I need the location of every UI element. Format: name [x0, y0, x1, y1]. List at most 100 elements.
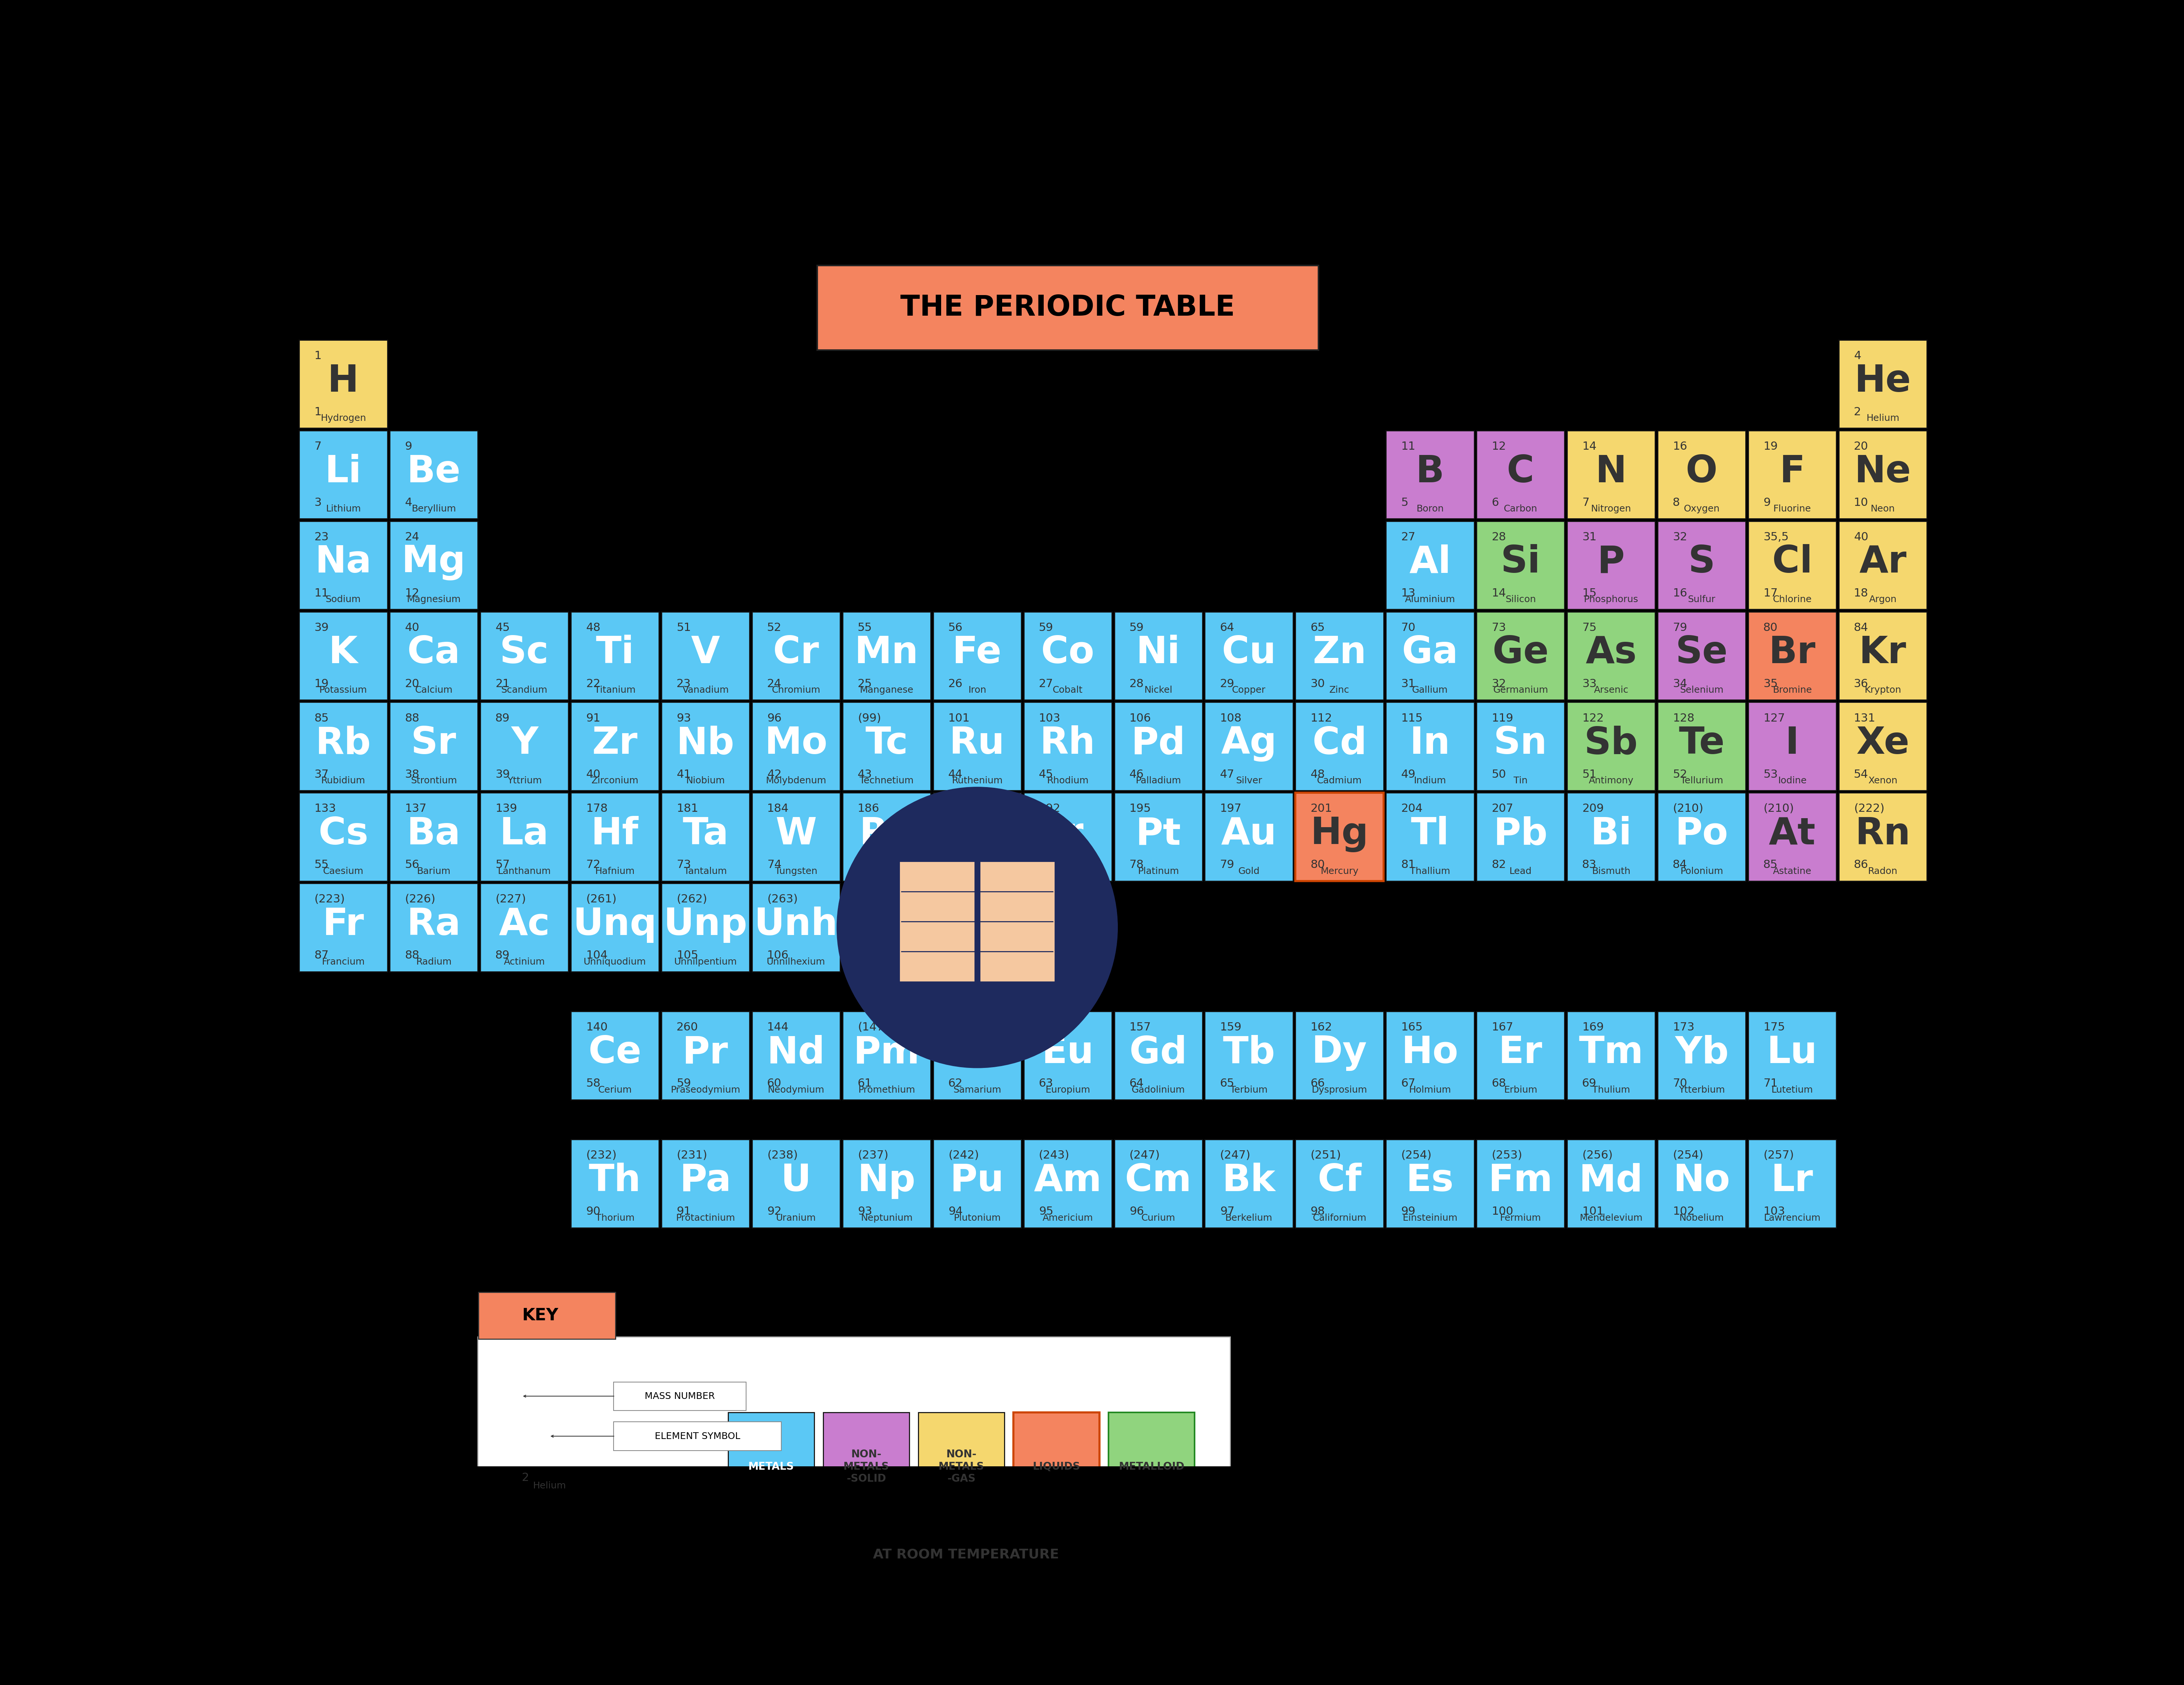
- Text: Erbium: Erbium: [1505, 1085, 1538, 1095]
- FancyBboxPatch shape: [1658, 430, 1745, 519]
- Text: 190: 190: [948, 804, 970, 814]
- FancyBboxPatch shape: [570, 1011, 660, 1100]
- Text: 21: 21: [496, 679, 509, 689]
- Text: Sodium: Sodium: [325, 595, 360, 603]
- Text: 139: 139: [496, 804, 518, 814]
- Text: 162: 162: [1310, 1023, 1332, 1033]
- Text: O: O: [1686, 453, 1717, 490]
- FancyBboxPatch shape: [1295, 1139, 1382, 1228]
- Text: 53: 53: [1762, 768, 1778, 780]
- Text: In: In: [1409, 726, 1450, 762]
- FancyBboxPatch shape: [1387, 1139, 1474, 1228]
- Text: Nd: Nd: [767, 1035, 826, 1072]
- Text: 7: 7: [314, 441, 321, 452]
- Text: 152: 152: [1040, 1023, 1061, 1033]
- Text: Chlorine: Chlorine: [1773, 595, 1813, 603]
- Text: Mo: Mo: [764, 726, 828, 762]
- Text: Beryllium: Beryllium: [411, 504, 456, 514]
- Text: 108: 108: [1221, 713, 1243, 723]
- Text: Gallium: Gallium: [1413, 686, 1448, 694]
- Text: Cs: Cs: [319, 816, 369, 853]
- Text: NON-
METALS
-SOLID: NON- METALS -SOLID: [843, 1449, 889, 1484]
- Text: Tellurium: Tellurium: [1679, 777, 1723, 785]
- Text: (226): (226): [404, 895, 435, 905]
- Text: 73: 73: [1492, 622, 1507, 634]
- Text: 140: 140: [585, 1023, 607, 1033]
- FancyBboxPatch shape: [900, 861, 974, 982]
- Text: Potassium: Potassium: [319, 686, 367, 694]
- Text: Strontium: Strontium: [411, 777, 456, 785]
- Text: Lanthanum: Lanthanum: [498, 866, 550, 876]
- Text: (210): (210): [1673, 804, 1704, 814]
- Text: THE PERIODIC TABLE: THE PERIODIC TABLE: [900, 293, 1234, 322]
- Text: 27: 27: [1040, 679, 1053, 689]
- Text: (223): (223): [314, 895, 345, 905]
- FancyBboxPatch shape: [480, 883, 568, 972]
- Text: Ta: Ta: [684, 816, 729, 853]
- Text: MASS NUMBER: MASS NUMBER: [644, 1392, 714, 1400]
- Text: 13: 13: [1402, 588, 1415, 598]
- Text: 52: 52: [767, 622, 782, 634]
- Text: 93: 93: [858, 1206, 871, 1217]
- FancyBboxPatch shape: [299, 703, 387, 790]
- Text: 112: 112: [1310, 713, 1332, 723]
- Text: Barium: Barium: [417, 866, 450, 876]
- Text: La: La: [500, 816, 548, 853]
- Text: Terbium: Terbium: [1230, 1085, 1267, 1095]
- Text: 23: 23: [677, 679, 690, 689]
- Text: Rb: Rb: [314, 726, 371, 762]
- Text: 167: 167: [1492, 1023, 1514, 1033]
- Text: Pm: Pm: [854, 1035, 919, 1072]
- Text: 23: 23: [314, 531, 330, 543]
- FancyBboxPatch shape: [751, 612, 841, 699]
- FancyBboxPatch shape: [981, 861, 1055, 982]
- Text: Hg: Hg: [1310, 816, 1369, 853]
- Text: Holmium: Holmium: [1409, 1085, 1450, 1095]
- FancyBboxPatch shape: [933, 1139, 1022, 1228]
- Text: Au: Au: [1221, 816, 1278, 853]
- Text: Vanadium: Vanadium: [681, 686, 729, 694]
- Text: 96: 96: [1129, 1206, 1144, 1217]
- Text: F: F: [1780, 453, 1804, 490]
- Text: He: He: [1854, 362, 1911, 399]
- Text: 24: 24: [767, 679, 782, 689]
- Text: 14: 14: [1492, 588, 1507, 598]
- Text: Unh: Unh: [753, 907, 839, 944]
- Text: Arsenic: Arsenic: [1594, 686, 1629, 694]
- Text: 128: 128: [1673, 713, 1695, 723]
- FancyBboxPatch shape: [751, 1011, 841, 1100]
- Text: Zn: Zn: [1313, 635, 1367, 671]
- FancyBboxPatch shape: [299, 612, 387, 699]
- Text: 38: 38: [404, 768, 419, 780]
- Text: 66: 66: [1310, 1078, 1326, 1089]
- Text: 27: 27: [1402, 531, 1415, 543]
- Text: 207: 207: [1492, 804, 1514, 814]
- FancyBboxPatch shape: [1568, 1139, 1655, 1228]
- Text: (238): (238): [767, 1151, 797, 1161]
- FancyBboxPatch shape: [843, 1011, 930, 1100]
- Text: Ag: Ag: [1221, 726, 1278, 762]
- Text: Neodymium: Neodymium: [769, 1085, 826, 1095]
- Text: NAME: NAME: [579, 1527, 605, 1535]
- Text: 78: 78: [1129, 859, 1144, 871]
- FancyBboxPatch shape: [662, 883, 749, 972]
- FancyBboxPatch shape: [1476, 521, 1564, 610]
- Text: 100: 100: [1492, 1206, 1514, 1217]
- FancyBboxPatch shape: [1658, 612, 1745, 699]
- Text: Nobelium: Nobelium: [1679, 1213, 1723, 1223]
- Text: Calcium: Calcium: [415, 686, 452, 694]
- FancyBboxPatch shape: [1387, 612, 1474, 699]
- Text: Unq: Unq: [572, 907, 657, 944]
- Text: Bromine: Bromine: [1773, 686, 1813, 694]
- Text: Mercury: Mercury: [1321, 866, 1358, 876]
- Text: Argon: Argon: [1870, 595, 1896, 603]
- Text: Co: Co: [1042, 635, 1094, 671]
- Text: Helium: Helium: [1867, 415, 1900, 423]
- Text: Fr: Fr: [323, 907, 365, 944]
- Text: Es: Es: [1406, 1163, 1455, 1200]
- Text: Li: Li: [325, 453, 363, 490]
- Text: 68: 68: [1492, 1078, 1507, 1089]
- Text: Ra: Ra: [406, 907, 461, 944]
- Text: Sc: Sc: [500, 635, 548, 671]
- Text: Einsteinium: Einsteinium: [1402, 1213, 1457, 1223]
